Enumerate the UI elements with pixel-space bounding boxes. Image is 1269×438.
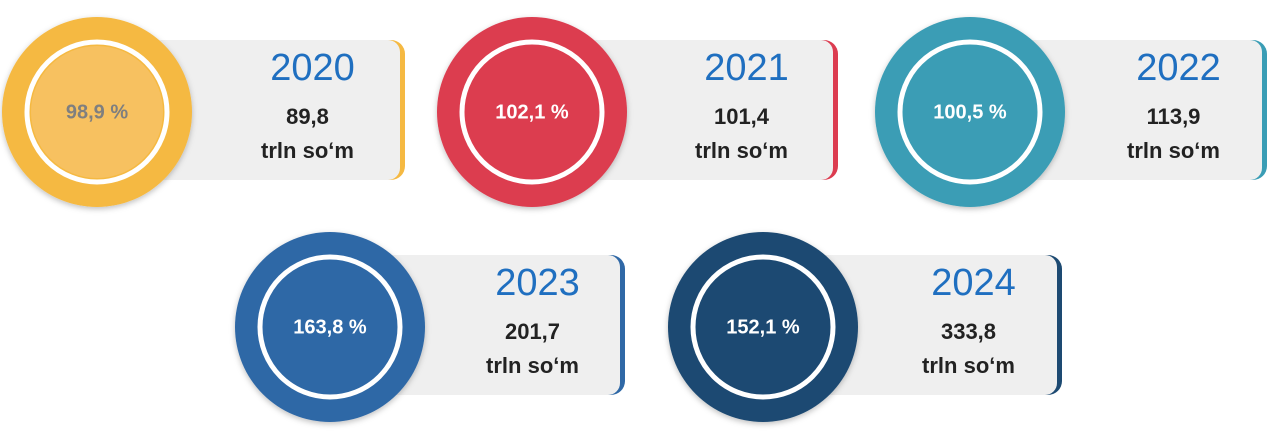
- panel: [380, 255, 620, 395]
- amount: 333,8: [941, 319, 996, 344]
- white-ring: [257, 254, 403, 400]
- amount: 101,4: [714, 104, 770, 129]
- panel: [1020, 40, 1262, 180]
- year: 2020: [270, 47, 355, 89]
- unit: trln so‘m: [486, 353, 579, 378]
- white-ring: [897, 39, 1043, 185]
- year: 2021: [704, 47, 789, 89]
- year: 2024: [931, 262, 1016, 304]
- white-ring: [690, 254, 836, 400]
- amount: 113,9: [1147, 104, 1201, 129]
- year: 2022: [1136, 47, 1221, 89]
- card: 102,1 % 2021 101,4 trln so‘m: [437, 17, 838, 207]
- percent: 98,9 %: [66, 101, 128, 123]
- year: 2023: [495, 262, 580, 304]
- unit: trln so‘m: [695, 138, 788, 163]
- unit: trln so‘m: [1127, 138, 1220, 163]
- card: 152,1 % 2024 333,8 trln so‘m: [668, 232, 1062, 422]
- card: 100,5 % 2022 113,9 trln so‘m: [875, 17, 1267, 207]
- outer-circle: [875, 17, 1065, 207]
- percent: 100,5 %: [933, 101, 1007, 123]
- amount: 201,7: [505, 319, 560, 344]
- white-ring: [24, 39, 170, 185]
- inner-circle: [31, 46, 163, 178]
- card: 163,8 % 2023 201,7 trln so‘m: [235, 232, 625, 422]
- panel: [585, 40, 833, 180]
- panel: [815, 255, 1057, 395]
- amount: 89,8: [286, 104, 329, 129]
- unit: trln so‘m: [261, 138, 354, 163]
- outer-circle: [437, 17, 627, 207]
- white-ring: [459, 39, 605, 185]
- unit: trln so‘m: [922, 353, 1015, 378]
- outer-circle: [668, 232, 858, 422]
- percent: 152,1 %: [726, 316, 800, 338]
- percent: 102,1 %: [495, 101, 569, 123]
- card: 98,9 % 2020 89,8 trln so‘m: [2, 17, 405, 207]
- percent: 163,8 %: [293, 316, 367, 338]
- outer-circle: [235, 232, 425, 422]
- panel: [150, 40, 400, 180]
